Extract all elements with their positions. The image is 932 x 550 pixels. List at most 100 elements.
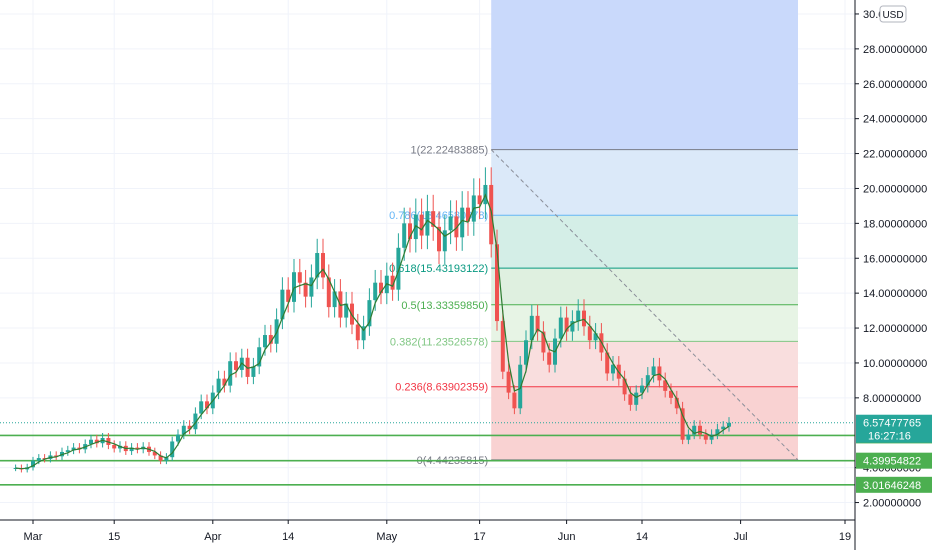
y-tick-label: 24.00000000 xyxy=(863,114,927,126)
candle-body xyxy=(321,253,325,278)
candle-body xyxy=(379,282,383,294)
candle-body xyxy=(512,392,517,409)
candle-body xyxy=(669,390,673,398)
support-price-tag xyxy=(856,476,932,493)
candle-body xyxy=(547,352,552,365)
candle-body xyxy=(390,275,395,290)
candle-body xyxy=(593,333,598,341)
candle-body xyxy=(187,425,192,430)
y-tick-label: 14.00000000 xyxy=(863,288,927,300)
candle-body xyxy=(332,291,337,308)
countdown-label: 16:27:16 xyxy=(868,431,911,443)
support-price-label: 4.39954822 xyxy=(863,456,921,468)
candle-body xyxy=(529,315,534,341)
candle-body xyxy=(396,247,401,290)
candle-body xyxy=(570,321,575,332)
candle-body xyxy=(698,425,702,435)
candle-body xyxy=(71,447,76,451)
candle-body xyxy=(222,378,227,386)
candle-body xyxy=(326,277,331,308)
last-price-label: 6.57477765 xyxy=(863,418,921,430)
candle-body xyxy=(176,434,180,442)
fib-extension-zone xyxy=(491,0,798,150)
candle-body xyxy=(674,397,679,409)
y-tick-label: 16.00000000 xyxy=(863,253,927,265)
x-tick-label: 14 xyxy=(636,531,648,543)
candle-body xyxy=(164,457,169,461)
candle-body xyxy=(94,439,99,444)
candle-body xyxy=(680,408,685,440)
candle-body xyxy=(402,223,407,248)
candle-body xyxy=(367,300,372,327)
support-price-tag xyxy=(856,452,932,469)
x-tick-label: Mar xyxy=(24,531,43,543)
x-tick-label: Jun xyxy=(558,531,576,543)
fibonacci-retracement: 1(22.22483885)0.786(18.46580378)0.618(15… xyxy=(389,0,798,467)
candle-body xyxy=(54,455,59,457)
candle-body xyxy=(228,361,233,386)
candle-body xyxy=(460,207,465,238)
candle-body xyxy=(431,211,436,227)
candle-body xyxy=(129,447,134,452)
candle-body xyxy=(268,335,273,344)
candle-body xyxy=(605,352,610,374)
fib-zone xyxy=(491,341,798,387)
candle-body xyxy=(686,434,691,440)
y-tick-label: 10.00000000 xyxy=(863,358,927,370)
candle-body xyxy=(135,447,140,450)
candle-body xyxy=(251,366,256,377)
y-tick-label: 18.00000000 xyxy=(863,218,927,230)
candle-body xyxy=(709,434,714,440)
y-tick-label: 26.00000000 xyxy=(863,79,927,91)
candle-body xyxy=(170,441,175,458)
candle-body xyxy=(727,422,731,427)
candle-body xyxy=(651,366,656,376)
candle-body xyxy=(634,392,639,405)
candle-body xyxy=(640,385,644,393)
candle-body xyxy=(152,451,157,456)
x-tick-label: 15 xyxy=(108,531,120,543)
candle-body xyxy=(611,364,615,374)
candle-body xyxy=(181,425,186,435)
candle-body xyxy=(344,303,349,318)
candle-body xyxy=(31,460,35,468)
y-tick-label: 12.00000000 xyxy=(863,323,927,335)
candle-body xyxy=(36,458,41,461)
candle-body xyxy=(158,455,163,461)
x-tick-label: Apr xyxy=(204,531,221,543)
y-tick-label: 2.00000000 xyxy=(863,498,921,510)
candles xyxy=(13,167,731,473)
candle-body xyxy=(263,335,267,348)
candle-body xyxy=(245,357,250,377)
candle-body xyxy=(425,211,430,236)
candle-body xyxy=(500,321,505,372)
candle-body xyxy=(193,413,198,430)
fib-level-label: 0.382(11.23526578) xyxy=(390,336,488,348)
candle-body xyxy=(495,244,499,322)
candle-body xyxy=(558,317,563,339)
candle-body xyxy=(715,429,720,435)
x-tick-label: 14 xyxy=(282,531,294,543)
candle-body xyxy=(645,375,650,386)
candle-body xyxy=(292,272,296,302)
candle-body xyxy=(663,380,668,391)
last-price-tag xyxy=(856,414,932,443)
candle-body xyxy=(205,401,209,409)
candle-body xyxy=(692,425,697,435)
fib-level-label: 0.5(13.33359850) xyxy=(401,300,488,312)
candle-body xyxy=(442,230,447,252)
candle-body xyxy=(280,289,285,320)
fib-zone xyxy=(491,386,798,460)
candle-body xyxy=(582,310,586,327)
candle-body xyxy=(524,340,528,365)
candle-body xyxy=(721,426,726,430)
fib-level-label: 1(22.22483885) xyxy=(411,145,489,157)
candle-body xyxy=(216,378,221,393)
candle-body xyxy=(309,277,314,297)
y-tick-label: 20.00000000 xyxy=(863,183,927,195)
candle-body xyxy=(466,207,470,222)
candle-body xyxy=(89,439,93,445)
candle-body xyxy=(506,371,511,393)
